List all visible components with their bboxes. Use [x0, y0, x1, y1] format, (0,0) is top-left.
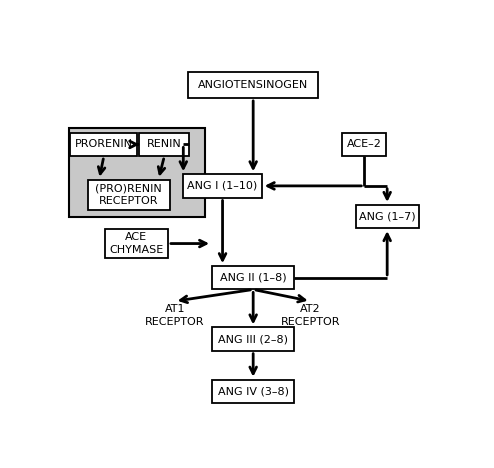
- FancyBboxPatch shape: [356, 205, 419, 228]
- Text: (PRO)RENIN
RECEPTOR: (PRO)RENIN RECEPTOR: [95, 184, 162, 206]
- Text: RENIN: RENIN: [147, 139, 182, 149]
- FancyBboxPatch shape: [139, 133, 189, 156]
- Text: ANG II (1–8): ANG II (1–8): [220, 273, 287, 283]
- FancyBboxPatch shape: [105, 229, 168, 258]
- Text: AT2
RECEPTOR: AT2 RECEPTOR: [281, 304, 340, 327]
- FancyBboxPatch shape: [87, 180, 170, 210]
- Text: ANGIOTENSINOGEN: ANGIOTENSINOGEN: [198, 80, 308, 90]
- FancyBboxPatch shape: [212, 327, 294, 351]
- Text: ANG III (2–8): ANG III (2–8): [218, 334, 288, 344]
- FancyBboxPatch shape: [342, 133, 386, 156]
- Text: ANG IV (3–8): ANG IV (3–8): [218, 386, 288, 396]
- FancyBboxPatch shape: [212, 380, 294, 403]
- Text: ACE–2: ACE–2: [347, 139, 382, 149]
- Text: AT1
RECEPTOR: AT1 RECEPTOR: [145, 304, 205, 327]
- Text: ACE
CHYMASE: ACE CHYMASE: [109, 232, 164, 255]
- FancyBboxPatch shape: [212, 266, 294, 290]
- FancyBboxPatch shape: [183, 174, 262, 197]
- FancyBboxPatch shape: [70, 133, 137, 156]
- FancyBboxPatch shape: [188, 72, 318, 98]
- Text: PRORENIN: PRORENIN: [75, 139, 133, 149]
- Text: ANG (1–7): ANG (1–7): [359, 212, 415, 221]
- Text: ANG I (1–10): ANG I (1–10): [187, 181, 258, 191]
- FancyBboxPatch shape: [69, 128, 206, 217]
